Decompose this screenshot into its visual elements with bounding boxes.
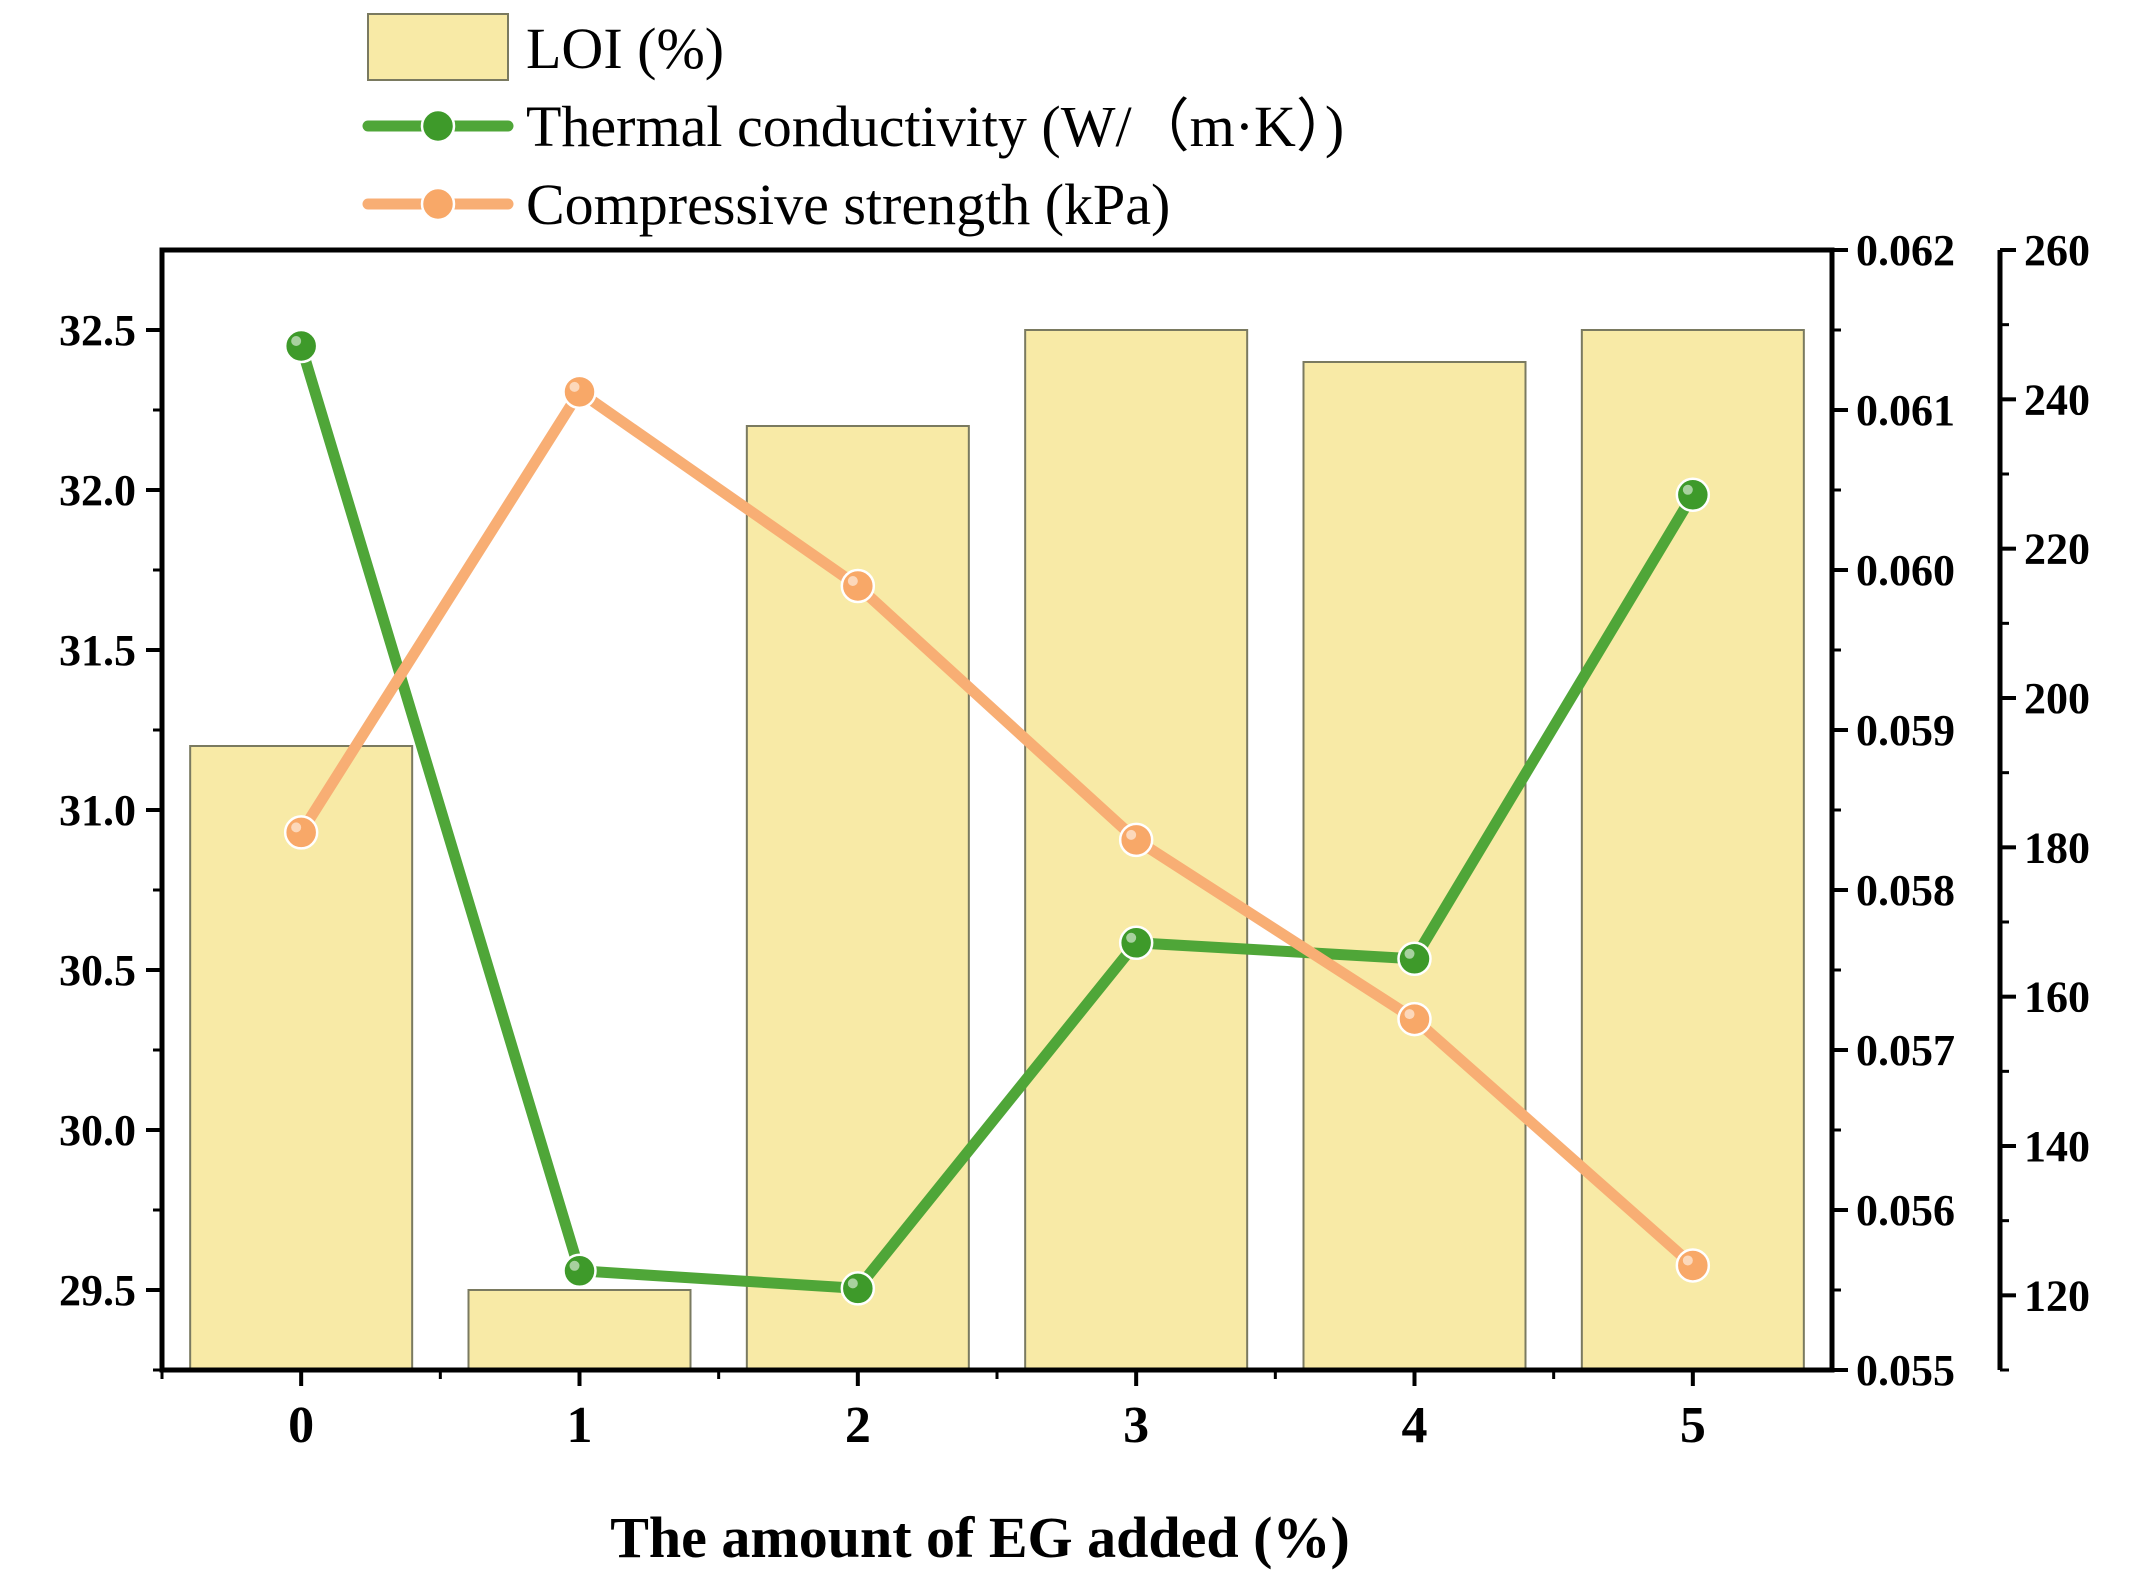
thermal-point-highlight-4: [1404, 948, 1415, 959]
bars-layer: [189, 329, 1805, 1371]
compressive-point-4: [1397, 1001, 1432, 1037]
bar-0: [189, 745, 414, 1371]
compressive-point-5: [1675, 1248, 1711, 1283]
axes-layer: 29.5 30.0 30.5 31.0 31.5 32.0 32.5 0.055 0.056 0.…: [59, 226, 2090, 1454]
left-tick-label: 32.0: [59, 466, 136, 515]
legend-marker-compressive: [420, 186, 456, 222]
x-tick-label: 3: [1123, 1397, 1149, 1454]
x-tick-label: 0: [288, 1397, 314, 1454]
lines-layer: [283, 328, 1711, 1306]
right2-tick-label: 160: [2024, 973, 2090, 1022]
right1-tick-label: 0.056: [1856, 1186, 1955, 1235]
left-tick-label: 31.0: [59, 786, 136, 835]
compressive-point-highlight-4: [1404, 1009, 1415, 1020]
thermal-point-highlight-5: [1682, 484, 1693, 495]
compressive-point-2: [840, 568, 876, 604]
legend-label-2: Compressive strength (kPa): [526, 172, 1170, 237]
bar-2: [745, 425, 970, 1371]
right2-tick-label: 220: [2024, 525, 2090, 574]
x-axis-title: The amount of EG added (%): [610, 1505, 1350, 1570]
left-tick-label: 29.5: [59, 1266, 136, 1315]
right1-tick-label: 0.062: [1856, 226, 1955, 275]
right1-tick-label: 0.055: [1856, 1346, 1955, 1395]
x-tick-label: 2: [845, 1397, 871, 1454]
thermal-line: [295, 340, 1699, 1294]
x-tick-label: 1: [567, 1397, 593, 1454]
bar-4: [1302, 361, 1527, 1371]
compressive-point-highlight-1: [569, 381, 580, 392]
left-tick-label: 30.0: [59, 1106, 136, 1155]
right1-tick-label: 0.060: [1856, 546, 1955, 595]
right2-tick-label: 180: [2024, 823, 2090, 872]
left-tick-label: 31.5: [59, 626, 136, 675]
x-tick-label: 4: [1402, 1397, 1428, 1454]
compressive-point-highlight-0: [291, 822, 302, 833]
compressive-point-1: [562, 374, 597, 410]
legend-label-1: Thermal conductivity (W/（m·K）): [526, 94, 1344, 159]
compressive-point-highlight-2: [847, 576, 858, 586]
right2-tick-label: 200: [2024, 674, 2090, 723]
thermal-point-5: [1675, 477, 1711, 513]
right1-tick-label: 0.058: [1856, 866, 1955, 915]
thermal-point-2: [840, 1271, 876, 1306]
left-tick-label: 32.5: [59, 306, 136, 355]
thermal-point-highlight-3: [1126, 932, 1137, 943]
legend-swatch-loi: [367, 13, 509, 81]
thermal-point-highlight-1: [569, 1260, 580, 1271]
right2-tick-label: 140: [2024, 1122, 2090, 1171]
compressive-point-3: [1118, 822, 1154, 858]
legend-marker-thermal: [420, 108, 456, 144]
thermal-point-highlight-2: [847, 1278, 858, 1289]
compressive-point-0: [283, 815, 319, 850]
left-tick-label: 30.5: [59, 946, 136, 995]
right2-tick-label: 240: [2024, 375, 2090, 424]
thermal-point-1: [562, 1253, 597, 1289]
thermal-point-4: [1397, 941, 1432, 977]
legend-label-0: LOI (%): [526, 16, 724, 81]
compressive-point-highlight-3: [1126, 829, 1137, 840]
right2-tick-label: 120: [2024, 1271, 2090, 1320]
bar-1: [467, 1289, 692, 1371]
thermal-point-0: [283, 328, 319, 364]
right1-tick-label: 0.057: [1856, 1026, 1955, 1075]
legend: LOI (%) Thermal conductivity (W/（m·K）) Com…: [362, 13, 1344, 237]
x-tick-label: 5: [1680, 1397, 1706, 1454]
right2-tick-label: 260: [2024, 226, 2090, 275]
right1-tick-label: 0.059: [1856, 706, 1955, 755]
right1-tick-label: 0.061: [1856, 386, 1955, 435]
thermal-point-highlight-0: [291, 336, 302, 346]
compressive-point-highlight-5: [1682, 1255, 1693, 1266]
thermal-point-3: [1118, 925, 1154, 961]
compressive-line: [295, 386, 1699, 1271]
